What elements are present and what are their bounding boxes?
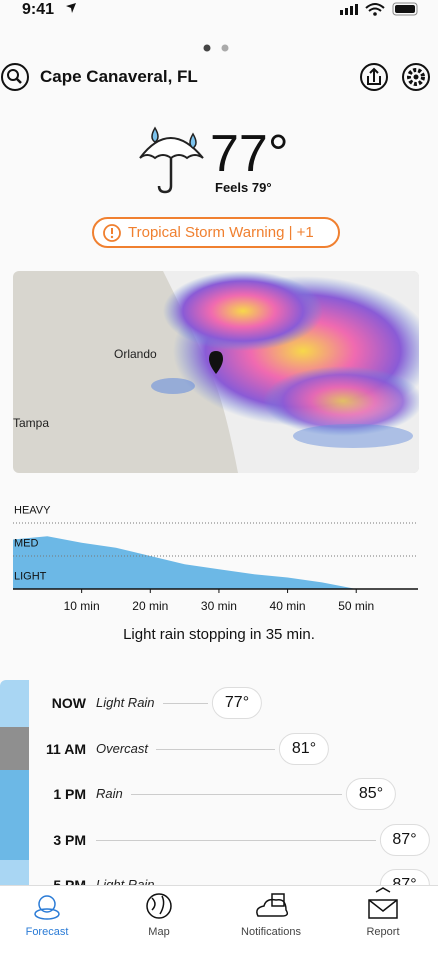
x-tick-label: 10 min	[64, 599, 100, 613]
x-tick-label: 20 min	[132, 599, 168, 613]
battery-level	[395, 5, 415, 13]
search-button[interactable]	[1, 63, 29, 91]
precip-chart: LIGHT MED HEAVY 10 min 20 min 30 min 40 min 50 …	[13, 504, 418, 613]
tab-bar: Forecast Map Notifications Report	[0, 885, 438, 957]
map-icon	[146, 893, 172, 919]
weather-icon	[139, 126, 204, 194]
temperature-pill[interactable]: 81°	[278, 732, 330, 765]
share-button[interactable]	[360, 63, 388, 91]
radar-map[interactable]	[13, 271, 419, 473]
alert-text: Tropical Storm Warning | +1	[128, 224, 314, 241]
battery	[392, 2, 418, 16]
tab-label[interactable]: Forecast	[25, 926, 69, 938]
row-rule	[163, 703, 208, 704]
map-label: Orlando	[114, 347, 157, 361]
top-chrome	[1, 2, 430, 91]
location-arrow	[66, 3, 76, 13]
temperature-pill[interactable]: 77°	[211, 687, 263, 719]
tab-label[interactable]: Map	[148, 926, 170, 938]
tab-icons	[34, 887, 398, 920]
current-temperature: 77°	[210, 125, 289, 183]
level-label: HEAVY	[14, 504, 51, 516]
page-dot[interactable]	[203, 44, 211, 52]
feels-like: Feels 79°	[215, 180, 272, 195]
intensity-bar	[0, 680, 29, 727]
level-label: MED	[14, 537, 39, 549]
wifi-dot	[373, 12, 377, 16]
tab-label[interactable]: Notifications	[241, 926, 301, 938]
tab-label[interactable]: Report	[366, 926, 400, 938]
precip-summary: Light rain stopping in 35 min.	[123, 626, 315, 643]
alert-pill[interactable]: Tropical Storm Warning | +1	[92, 217, 340, 248]
settings-button[interactable]	[402, 63, 430, 91]
temperature-pill[interactable]: 85°	[345, 778, 397, 810]
x-tick-label: 30 min	[201, 599, 237, 613]
map-label: Tampa	[13, 416, 50, 430]
precip-area	[13, 536, 357, 589]
level-label: LIGHT	[14, 570, 47, 582]
x-tick-label: 40 min	[270, 599, 306, 613]
intensity-bar	[0, 860, 29, 885]
row-time: 11 AM	[46, 740, 86, 757]
wifi-icon	[365, 3, 385, 12]
row-rule	[131, 794, 342, 795]
row-condition: Rain	[96, 786, 123, 801]
row-rule	[156, 748, 275, 750]
row-time: NOW	[51, 695, 86, 711]
row-condition: Light Rain	[96, 695, 155, 710]
intensity-bar	[0, 727, 29, 770]
alert-icon	[103, 224, 121, 242]
row-rule	[96, 839, 376, 841]
temperature-pill[interactable]: 87°	[379, 823, 430, 856]
hourly-list: NOW Light Rain 77° 11 AM Overcast 81° 1 PM Rain…	[0, 680, 438, 901]
page-dot[interactable]	[221, 44, 229, 52]
row-time: 3 PM	[53, 831, 86, 848]
signal-icon	[340, 4, 358, 15]
location-name[interactable]: Cape Canaveral, FL	[40, 67, 198, 86]
status-time: 9:41	[22, 1, 55, 18]
intensity-bar	[0, 770, 29, 860]
x-tick-label: 50 min	[338, 599, 374, 613]
row-time: 1 PM	[53, 786, 86, 802]
forecast-icon	[34, 895, 60, 920]
report-icon	[368, 887, 398, 919]
row-condition: Overcast	[96, 740, 149, 756]
notifications-icon	[256, 893, 289, 917]
